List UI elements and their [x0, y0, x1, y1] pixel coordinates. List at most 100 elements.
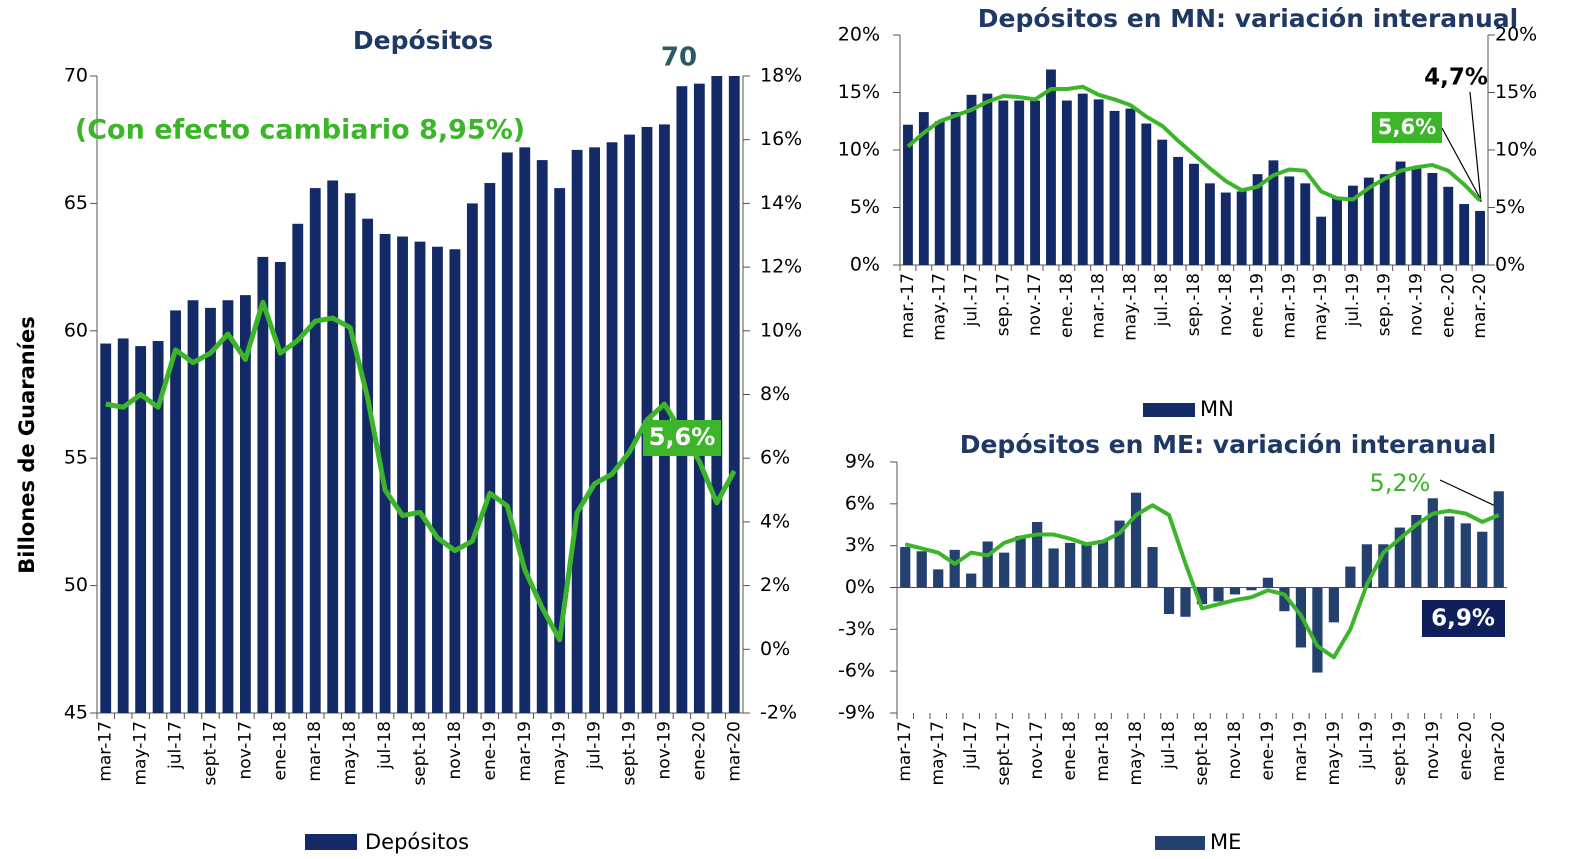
y2-tick-label: 5%: [1495, 196, 1525, 218]
y-tick-label: 60: [64, 319, 88, 341]
bar: [1460, 523, 1471, 588]
bar: [274, 262, 286, 713]
bar: [1477, 531, 1488, 588]
line: [105, 299, 737, 643]
bar: [554, 188, 566, 713]
x-tick-label: may-19: [1324, 721, 1344, 786]
x-tick-label: jul-18: [1159, 721, 1179, 770]
y-tick-label: 0%: [850, 254, 880, 276]
chart: Depósitos en ME: variación interanual -9%…: [838, 430, 1509, 854]
y-tick-label: -6%: [838, 660, 875, 682]
x-tick-label: mar-18: [305, 721, 325, 782]
bar: [950, 112, 961, 265]
y-tick-label: 3%: [845, 534, 875, 556]
y2-tick-label: 0%: [760, 638, 790, 660]
chart-title: Depósitos en MN: variación interanual: [978, 4, 1518, 33]
bar: [1394, 527, 1405, 588]
x-tick-label: jul-17: [166, 721, 186, 770]
y2-tick-label: 18%: [760, 65, 802, 87]
line: [906, 84, 1482, 203]
x-tick-label: mar.-17: [898, 273, 918, 339]
x-tick-label: sep.-19: [1375, 273, 1395, 336]
bar: [1246, 587, 1257, 591]
bar: [1030, 100, 1041, 265]
chart: Depósitos en MN: variación interanual 0% 5…: [838, 4, 1537, 421]
y-tick-label: 9%: [845, 451, 875, 473]
x-tick-label: sep.-18: [1184, 273, 1204, 336]
bar: [1097, 540, 1109, 588]
bar: [728, 76, 740, 713]
annotation-box: [1372, 112, 1442, 143]
y-tick-label: 0%: [845, 576, 875, 598]
bar: [1345, 566, 1356, 588]
y-tick-label: 10%: [838, 139, 880, 161]
x-tick-label: nov-17: [235, 721, 255, 780]
x-tick-label: nov.-17: [1025, 273, 1045, 336]
chart-title: Depósitos: [353, 26, 493, 55]
bar: [1236, 191, 1247, 265]
legend-label: MN: [1200, 397, 1234, 421]
bar: [966, 94, 977, 265]
annotation: 5,6%: [649, 423, 716, 451]
bar: [659, 124, 670, 714]
x-tick-label: ene-20: [689, 721, 709, 780]
bar: [1411, 514, 1422, 588]
y2-tick-label: -2%: [760, 702, 797, 724]
x-tick-label: jul-18: [375, 721, 395, 770]
bar: [1379, 174, 1390, 265]
bar: [414, 241, 426, 713]
bar: [519, 147, 531, 713]
x-tick-label: ene.-20: [1438, 273, 1458, 338]
y2-tick-label: 10%: [760, 319, 802, 341]
legend-label: Depósitos: [365, 830, 469, 854]
bar: [1180, 587, 1191, 617]
bar: [466, 203, 478, 713]
bar: [1204, 183, 1215, 265]
bar: [1363, 177, 1374, 265]
bar: [918, 112, 929, 265]
bar: [379, 233, 391, 713]
annotation: 5,6%: [1378, 115, 1436, 139]
x-tick-label: mar-19: [1291, 721, 1311, 782]
x-tick-label: may-17: [131, 721, 151, 786]
x-tick-label: sept-19: [620, 721, 640, 786]
bar: [1332, 198, 1342, 265]
bar: [900, 547, 911, 588]
bar: [1015, 535, 1026, 588]
x-tick-label: ene.-18: [1057, 273, 1077, 338]
bar: [1081, 544, 1092, 588]
x-tick-label: sept-19: [1390, 721, 1410, 786]
y2-tick-label: 14%: [760, 192, 802, 214]
bar: [1077, 93, 1088, 266]
leader-line: [1441, 127, 1481, 199]
bar: [1268, 160, 1279, 265]
y2-tick-label: 16%: [760, 128, 802, 150]
bar: [1316, 216, 1327, 265]
x-tick-label: sept-17: [200, 721, 220, 786]
x-tick-label: mar-19: [515, 721, 535, 782]
leader-line: [1439, 479, 1505, 511]
bar: [1493, 491, 1504, 588]
x-tick-label: mar.-19: [1279, 273, 1299, 339]
bar: [693, 83, 705, 714]
bar: [998, 100, 1009, 265]
x-tick-label: ene-19: [1258, 721, 1278, 780]
bar: [1395, 161, 1406, 265]
legend-swatch: [1155, 836, 1205, 850]
bar: [606, 142, 618, 714]
bar: [1114, 520, 1125, 588]
bar: [292, 223, 304, 713]
x-tick-label: mar.-18: [1089, 273, 1109, 339]
x-tick-label: jul.-18: [1152, 273, 1172, 327]
chart-title: Depósitos en ME: variación interanual: [960, 430, 1497, 459]
x-tick-label: sept-17: [994, 721, 1014, 786]
bar: [1109, 110, 1120, 266]
bar: [949, 549, 960, 588]
bar: [1279, 587, 1290, 612]
y2-tick-label: 8%: [760, 383, 790, 405]
y-tick-label: 20%: [838, 24, 880, 46]
y2-tick-label: 12%: [760, 256, 802, 278]
bar: [1220, 192, 1231, 265]
bar: [222, 300, 234, 713]
